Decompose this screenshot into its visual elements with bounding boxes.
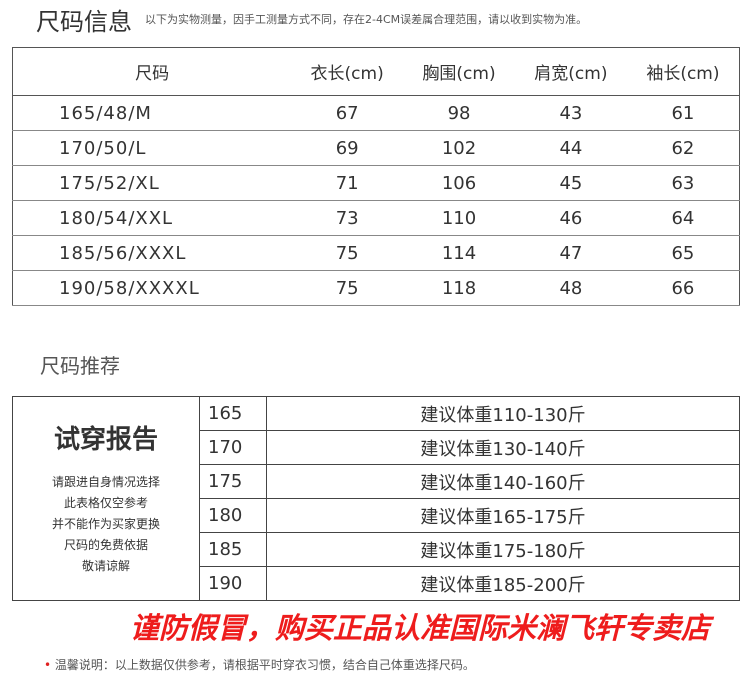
weight-cell: 建议体重165-175斤 (266, 498, 740, 533)
weight-cell: 建议体重130-140斤 (266, 430, 740, 465)
column-header: 肩宽(cm) (514, 47, 627, 96)
column-header: 尺码 (12, 47, 292, 96)
page-title: 尺码信息 (36, 8, 132, 36)
table-row: 190 建议体重185-200斤 (13, 566, 740, 601)
table-cell: 67 (291, 95, 404, 131)
size-cell: 185 (199, 532, 267, 567)
size-cell: 190 (199, 566, 267, 601)
table-cell: 75 (291, 270, 404, 306)
report-note: 并不能作为买家更换 (51, 517, 160, 531)
table-cell: 98 (403, 95, 515, 131)
weight-cell: 建议体重175-180斤 (266, 532, 740, 567)
table-cell: 47 (514, 235, 627, 271)
table-cell: 71 (291, 165, 404, 201)
table-row: 170 建议体重130-140斤 (13, 430, 740, 465)
size-cell: 165 (199, 396, 267, 431)
size-cell: 170 (199, 430, 267, 465)
table-cell: 102 (403, 130, 515, 166)
table-cell: 75 (291, 235, 404, 271)
table-cell: 190/58/XXXXL (12, 270, 292, 306)
column-header: 衣长(cm) (291, 47, 404, 96)
report-note: 尺码的免费依据 (63, 538, 148, 552)
table-cell: 165/48/M (12, 95, 292, 131)
table-row: 175/52/XL 71 106 45 63 (12, 165, 740, 201)
weight-cell: 建议体重140-160斤 (266, 464, 740, 499)
table-cell: 44 (514, 130, 627, 166)
table-cell: 46 (514, 200, 627, 236)
report-title: 试穿报告 (53, 425, 158, 455)
table-cell: 118 (403, 270, 515, 306)
table-row: 190/58/XXXXL 75 118 48 66 (12, 270, 740, 306)
table-cell: 110 (403, 200, 515, 236)
table-row: 175 建议体重140-160斤 (13, 464, 740, 499)
table-row: 170/50/L 69 102 44 62 (12, 130, 740, 166)
table-row: 165/48/M 67 98 43 61 (12, 95, 740, 131)
weight-cell: 建议体重110-130斤 (266, 396, 740, 431)
report-note: 敬请谅解 (81, 559, 130, 573)
recommend-table: 试穿报告请跟进自身情况选择 此表格仅空参考 并不能作为买家更换 尺码的免费依据 敬请谅解… (12, 396, 740, 601)
footer-text: 温馨说明：以上数据仅供参考，请根据平时穿衣习惯，结合自己体重选择尺码。 (54, 658, 475, 672)
size-cell: 175 (199, 464, 267, 499)
size-cell: 180 (199, 498, 267, 533)
watermark: 谨防假冒，购买正品认准国际米澜飞轩专卖店 (130, 611, 711, 645)
table-cell: 185/56/XXXL (12, 235, 292, 271)
table-cell: 43 (514, 95, 627, 131)
table-cell: 48 (514, 270, 627, 306)
table-row: 180 建议体重165-175斤 (13, 498, 740, 533)
table-cell: 64 (626, 200, 740, 236)
table-cell: 175/52/XL (12, 165, 292, 201)
section-title: 尺码推荐 (40, 354, 120, 378)
table-cell: 69 (291, 130, 404, 166)
table-row: 185 建议体重175-180斤 (13, 532, 740, 567)
table-cell: 63 (626, 165, 740, 201)
weight-cell: 建议体重185-200斤 (266, 566, 740, 601)
table-cell: 65 (626, 235, 740, 271)
table-row: 180/54/XXL 73 110 46 64 (12, 200, 740, 236)
table-row: 试穿报告请跟进自身情况选择 此表格仅空参考 并不能作为买家更换 尺码的免费依据 敬请谅解… (12, 396, 740, 601)
table-cell: 45 (514, 165, 627, 201)
table-cell: 170/50/L (12, 130, 292, 166)
report-note: 此表格仅空参考 (63, 496, 148, 510)
report-note: 请跟进自身情况选择 (51, 475, 160, 489)
bullet-icon: • (44, 658, 52, 672)
table-cell: 114 (403, 235, 515, 271)
size-table: 尺码 衣长(cm) 胸围(cm) 肩宽(cm) 袖长(cm) 165/48/M 67 98 4… (12, 47, 740, 306)
column-header: 胸围(cm) (403, 47, 515, 96)
table-cell: 180/54/XXL (12, 200, 292, 236)
table-cell: 61 (626, 95, 740, 131)
column-header: 袖长(cm) (626, 47, 740, 96)
table-cell: 62 (626, 130, 740, 166)
table-cell: 66 (626, 270, 740, 306)
table-cell: 73 (291, 200, 404, 236)
report-cell: 试穿报告请跟进自身情况选择 此表格仅空参考 并不能作为买家更换 尺码的免费依据 敬请谅解 (12, 396, 200, 601)
page-subtitle: 以下为实物测量，因手工测量方式不同，存在2-4CM误差属合理范围，请以收到实物为… (145, 13, 588, 26)
table-cell: 106 (403, 165, 515, 201)
table-row: 185/56/XXXL 75 114 47 65 (12, 235, 740, 271)
footer-note: • 温馨说明：以上数据仅供参考，请根据平时穿衣习惯，结合自己体重选择尺码。 (44, 656, 475, 674)
